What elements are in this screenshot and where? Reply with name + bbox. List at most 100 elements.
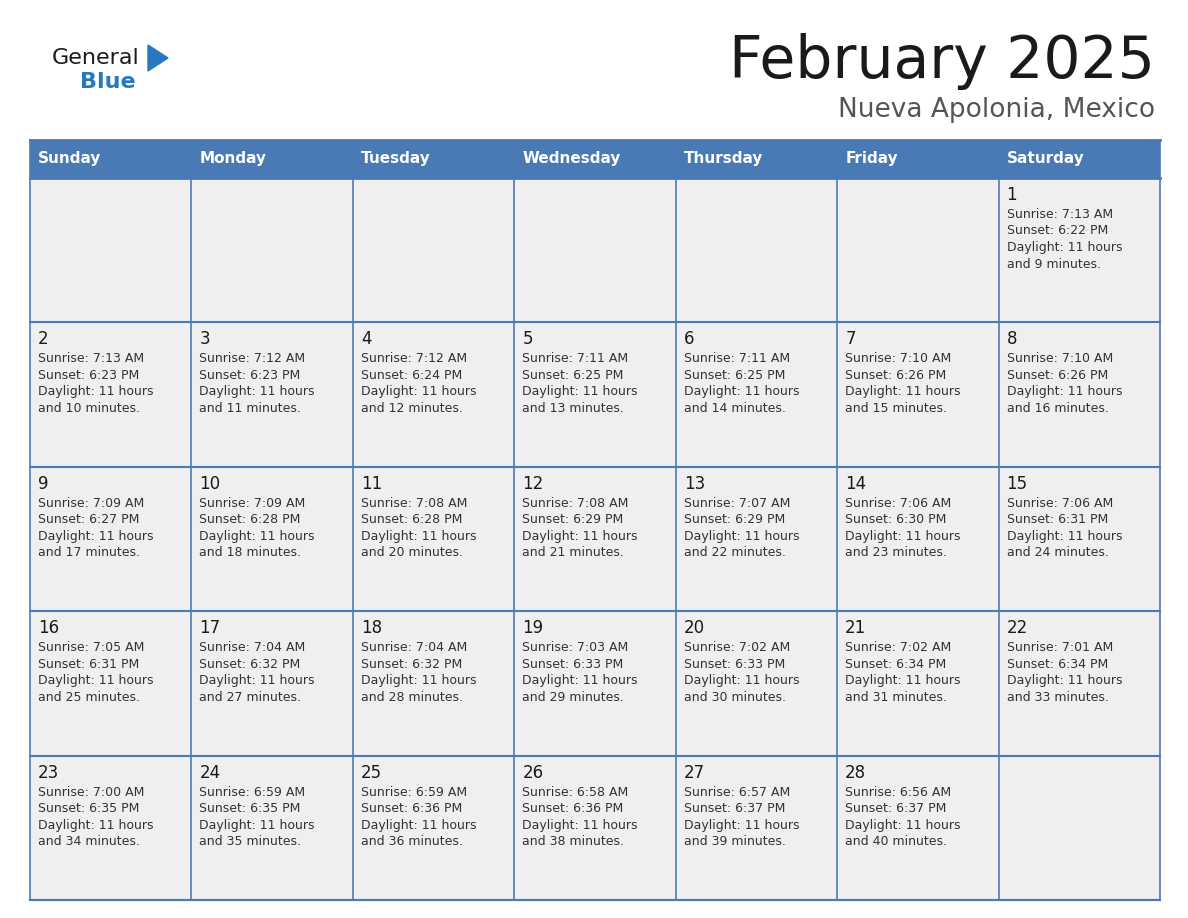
Text: Daylight: 11 hours: Daylight: 11 hours [361, 386, 476, 398]
Text: Sunrise: 7:13 AM: Sunrise: 7:13 AM [1006, 208, 1113, 221]
Text: Sunrise: 7:04 AM: Sunrise: 7:04 AM [200, 641, 305, 655]
Text: 9: 9 [38, 475, 49, 493]
Text: Wednesday: Wednesday [523, 151, 620, 166]
Text: Sunset: 6:33 PM: Sunset: 6:33 PM [523, 657, 624, 671]
Text: Daylight: 11 hours: Daylight: 11 hours [38, 530, 153, 543]
Text: Sunset: 6:33 PM: Sunset: 6:33 PM [684, 657, 785, 671]
Text: Thursday: Thursday [684, 151, 763, 166]
Text: Sunset: 6:36 PM: Sunset: 6:36 PM [361, 802, 462, 815]
Text: Sunrise: 7:11 AM: Sunrise: 7:11 AM [684, 353, 790, 365]
Bar [30, 756, 191, 900]
Text: Sunrise: 6:56 AM: Sunrise: 6:56 AM [845, 786, 952, 799]
Text: Daylight: 11 hours: Daylight: 11 hours [200, 819, 315, 832]
Text: and 13 minutes.: and 13 minutes. [523, 402, 624, 415]
Text: and 25 minutes.: and 25 minutes. [38, 690, 140, 704]
Text: Sunrise: 6:58 AM: Sunrise: 6:58 AM [523, 786, 628, 799]
Text: Daylight: 11 hours: Daylight: 11 hours [200, 386, 315, 398]
Text: Sunrise: 7:10 AM: Sunrise: 7:10 AM [845, 353, 952, 365]
Bar [999, 756, 1159, 900]
Bar [353, 322, 514, 466]
Text: Daylight: 11 hours: Daylight: 11 hours [684, 386, 800, 398]
Text: 23: 23 [38, 764, 59, 781]
Text: Daylight: 11 hours: Daylight: 11 hours [523, 530, 638, 543]
Text: Nueva Apolonia, Mexico: Nueva Apolonia, Mexico [838, 97, 1155, 123]
Text: 16: 16 [38, 620, 59, 637]
Text: Daylight: 11 hours: Daylight: 11 hours [684, 819, 800, 832]
Text: Sunset: 6:26 PM: Sunset: 6:26 PM [1006, 369, 1108, 382]
Text: Sunrise: 7:02 AM: Sunrise: 7:02 AM [684, 641, 790, 655]
Text: Sunset: 6:35 PM: Sunset: 6:35 PM [38, 802, 139, 815]
Bar [999, 611, 1159, 756]
Text: Sunrise: 6:59 AM: Sunrise: 6:59 AM [200, 786, 305, 799]
Text: Sunrise: 7:06 AM: Sunrise: 7:06 AM [845, 497, 952, 509]
Bar [676, 756, 838, 900]
Bar [353, 466, 514, 611]
Text: Sunset: 6:29 PM: Sunset: 6:29 PM [684, 513, 785, 526]
Text: 7: 7 [845, 330, 855, 349]
Text: Daylight: 11 hours: Daylight: 11 hours [1006, 530, 1123, 543]
Text: and 29 minutes.: and 29 minutes. [523, 690, 624, 704]
Bar [191, 756, 353, 900]
Polygon shape [148, 45, 168, 71]
Text: Sunset: 6:32 PM: Sunset: 6:32 PM [361, 657, 462, 671]
Text: Daylight: 11 hours: Daylight: 11 hours [1006, 674, 1123, 688]
Text: 18: 18 [361, 620, 383, 637]
Bar [30, 322, 191, 466]
Text: Sunrise: 7:03 AM: Sunrise: 7:03 AM [523, 641, 628, 655]
Text: and 35 minutes.: and 35 minutes. [200, 835, 302, 848]
Text: Sunset: 6:27 PM: Sunset: 6:27 PM [38, 513, 139, 526]
Text: 28: 28 [845, 764, 866, 781]
Text: and 27 minutes.: and 27 minutes. [200, 690, 302, 704]
Text: Monday: Monday [200, 151, 266, 166]
Bar [191, 178, 353, 322]
Text: Sunrise: 6:57 AM: Sunrise: 6:57 AM [684, 786, 790, 799]
Text: 21: 21 [845, 620, 866, 637]
Text: Sunset: 6:37 PM: Sunset: 6:37 PM [684, 802, 785, 815]
Text: Friday: Friday [845, 151, 898, 166]
Text: Sunset: 6:23 PM: Sunset: 6:23 PM [38, 369, 139, 382]
Bar [838, 466, 999, 611]
Text: Sunrise: 7:02 AM: Sunrise: 7:02 AM [845, 641, 952, 655]
Text: Sunset: 6:26 PM: Sunset: 6:26 PM [845, 369, 947, 382]
Text: Sunrise: 7:08 AM: Sunrise: 7:08 AM [361, 497, 467, 509]
Text: Daylight: 11 hours: Daylight: 11 hours [38, 819, 153, 832]
Bar [676, 322, 838, 466]
Text: Daylight: 11 hours: Daylight: 11 hours [200, 674, 315, 688]
Bar [514, 178, 676, 322]
Text: Daylight: 11 hours: Daylight: 11 hours [845, 530, 961, 543]
Bar [30, 611, 191, 756]
Text: 20: 20 [684, 620, 704, 637]
Text: Daylight: 11 hours: Daylight: 11 hours [845, 674, 961, 688]
Text: 12: 12 [523, 475, 544, 493]
Bar [999, 178, 1159, 322]
Text: 10: 10 [200, 475, 221, 493]
Text: and 15 minutes.: and 15 minutes. [845, 402, 947, 415]
Text: Daylight: 11 hours: Daylight: 11 hours [361, 530, 476, 543]
Text: 8: 8 [1006, 330, 1017, 349]
Text: 24: 24 [200, 764, 221, 781]
Text: Daylight: 11 hours: Daylight: 11 hours [523, 386, 638, 398]
Text: Daylight: 11 hours: Daylight: 11 hours [845, 819, 961, 832]
Text: Sunset: 6:31 PM: Sunset: 6:31 PM [1006, 513, 1108, 526]
Text: 13: 13 [684, 475, 704, 493]
Bar [353, 756, 514, 900]
Text: 19: 19 [523, 620, 543, 637]
Text: and 33 minutes.: and 33 minutes. [1006, 690, 1108, 704]
Bar [838, 756, 999, 900]
Text: Daylight: 11 hours: Daylight: 11 hours [845, 386, 961, 398]
Text: and 10 minutes.: and 10 minutes. [38, 402, 140, 415]
Text: Daylight: 11 hours: Daylight: 11 hours [684, 530, 800, 543]
Text: Sunrise: 7:12 AM: Sunrise: 7:12 AM [361, 353, 467, 365]
Text: Tuesday: Tuesday [361, 151, 430, 166]
Text: Daylight: 11 hours: Daylight: 11 hours [1006, 241, 1123, 254]
Text: Daylight: 11 hours: Daylight: 11 hours [1006, 386, 1123, 398]
Text: 3: 3 [200, 330, 210, 349]
Text: and 16 minutes.: and 16 minutes. [1006, 402, 1108, 415]
Bar [999, 322, 1159, 466]
Text: Sunset: 6:32 PM: Sunset: 6:32 PM [200, 657, 301, 671]
Text: Sunrise: 7:12 AM: Sunrise: 7:12 AM [200, 353, 305, 365]
Text: General: General [52, 48, 140, 68]
Text: and 18 minutes.: and 18 minutes. [200, 546, 302, 559]
Bar [838, 322, 999, 466]
Text: Sunrise: 7:06 AM: Sunrise: 7:06 AM [1006, 497, 1113, 509]
